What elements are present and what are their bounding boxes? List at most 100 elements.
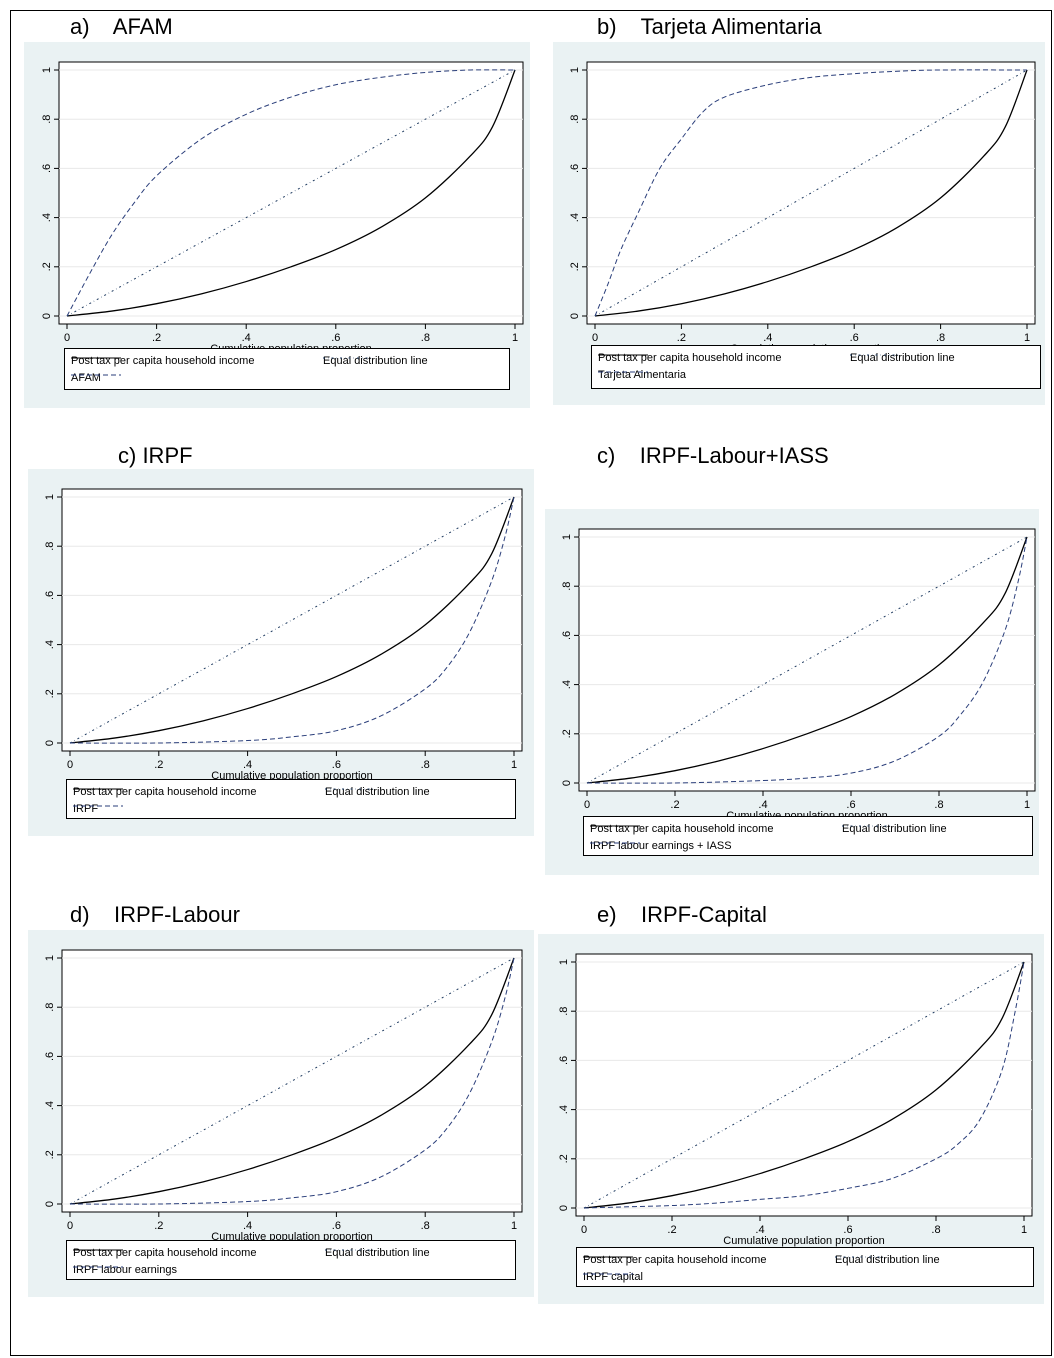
x-tick-label: 0 [584,799,590,811]
x-tick-label: .4 [243,759,252,771]
x-tick-label: .8 [936,332,945,344]
legend-swatch-solid [71,357,121,359]
series-line-dashdot [66,69,516,317]
plot-area [61,488,523,752]
panel-heading-irpf-labour-iass: c) IRPF-Labour+IASS [597,443,829,468]
x-tick-label: .2 [154,1220,163,1232]
x-tick-label: .6 [846,799,855,811]
y-tick-label: .4 [44,640,56,649]
x-tick-label: 0 [67,759,73,771]
y-tick-label: .8 [44,542,56,551]
x-tick-label: .6 [850,332,859,344]
y-tick-label: .8 [569,115,581,124]
y-tick-label: 1 [569,67,581,73]
y-tick-label: 0 [569,313,581,319]
x-tick-label: 0 [592,332,598,344]
chart-panel-irpf-labour: 0.2.4.6.8 1 0.2.4.6.8 1 Cumulative populatio… [28,930,534,1297]
panel-heading-afam: a) AFAM [70,14,173,39]
x-tick-label: 0 [581,1224,587,1236]
y-tick-label: .8 [558,1007,570,1016]
panel-heading-irpf-labour: d) IRPF-Labour [70,902,240,927]
legend-entry: IRPF [73,802,123,816]
legend-swatch-dashdot [850,354,900,356]
legend-entry: Equal distribution line [835,1253,940,1267]
series-line-dashed [583,961,1025,1209]
legend-entry: Equal distribution line [842,822,947,836]
y-tick-label: .6 [569,164,581,173]
legend-entry: IRPF capital [583,1270,643,1284]
x-tick-label: 1 [1024,799,1030,811]
legend-swatch-dashdot [835,1256,885,1258]
legend-swatch-dashdot [325,788,375,790]
y-tick-label: .4 [569,213,581,222]
x-tick-label: .4 [243,1220,252,1232]
legend: Post tax per capita household income Equa… [66,779,516,819]
x-tick-label: 1 [1021,1224,1027,1236]
series-line-solid [69,957,515,1205]
y-tick-label: .6 [41,164,53,173]
x-tick-label: .2 [152,332,161,344]
legend-label: AFAM [71,372,101,384]
x-tick-label: 1 [511,1220,517,1232]
legend-entry: Post tax per capita household income [73,1246,256,1260]
chart-panel-irpf: 0.2.4.6.8 1 0.2.4.6.8 1 Cumulative populatio… [28,469,534,836]
y-tick-label: .6 [561,631,573,640]
x-tick-label: .8 [934,799,943,811]
y-tick-label: .8 [561,582,573,591]
x-tick-label: .6 [332,1220,341,1232]
x-tick-label: 0 [67,1220,73,1232]
x-tick-label: .2 [677,332,686,344]
y-tick-label: 1 [44,494,56,500]
x-axis-label: Cumulative population proportion [723,1235,884,1247]
x-tick-label: .6 [843,1224,852,1236]
plot-area [578,528,1036,792]
legend-swatch-solid [598,354,648,356]
x-tick-label: .2 [670,799,679,811]
panel-heading-irpf-capital: e) IRPF-Capital [597,902,767,927]
y-tick-label: 1 [41,67,53,73]
x-tick-label: .4 [242,332,251,344]
y-tick-label: .6 [44,591,56,600]
series-line-dashed [69,496,515,744]
x-tick-label: .4 [755,1224,764,1236]
y-tick-label: .2 [569,262,581,271]
y-tick-label: .4 [41,213,53,222]
series-line-solid [586,536,1028,784]
legend-swatch-dashed [598,371,648,373]
x-tick-label: 1 [1024,332,1030,344]
legend-swatch-dashed [71,374,121,376]
chart-panel-irpf-capital: 0 .2 .4 .6 .8 1 0 .2 .4 .6 .8 1 Cumulative populatio… [538,934,1044,1304]
y-tick-label: 0 [44,1201,56,1207]
legend: Post tax per capita household income Equa… [591,345,1041,389]
legend-entry: Post tax per capita household income [590,822,773,836]
y-tick-label: .6 [44,1052,56,1061]
x-tick-label: .6 [331,332,340,344]
x-tick-label: .8 [931,1224,940,1236]
legend-entry: IRPF labour earnings [73,1263,177,1277]
x-tick-label: .6 [332,759,341,771]
legend: Post tax per capita household income Equa… [66,1240,516,1280]
y-tick-label: .8 [41,115,53,124]
y-tick-label: .6 [558,1056,570,1065]
legend-entry: Equal distribution line [325,1246,430,1260]
y-tick-label: 1 [558,959,570,965]
legend: Post tax per capita household income Equa… [576,1247,1034,1287]
x-tick-label: 0 [64,332,70,344]
series-line-solid [66,69,516,317]
y-tick-label: .2 [41,262,53,271]
y-tick-label: .2 [44,1150,56,1159]
plot-area [586,61,1036,325]
legend-entry: Post tax per capita household income [598,351,781,365]
y-tick-label: 0 [558,1205,570,1211]
series-line-solid [69,496,515,744]
series-line-solid [583,961,1025,1209]
panel-heading-tarjeta: b) Tarjeta Alimentaria [597,14,822,39]
y-tick-label: 0 [41,313,53,319]
y-tick-label: 0 [561,780,573,786]
legend-entry: IRPF labour earnings + IASS [590,839,732,853]
